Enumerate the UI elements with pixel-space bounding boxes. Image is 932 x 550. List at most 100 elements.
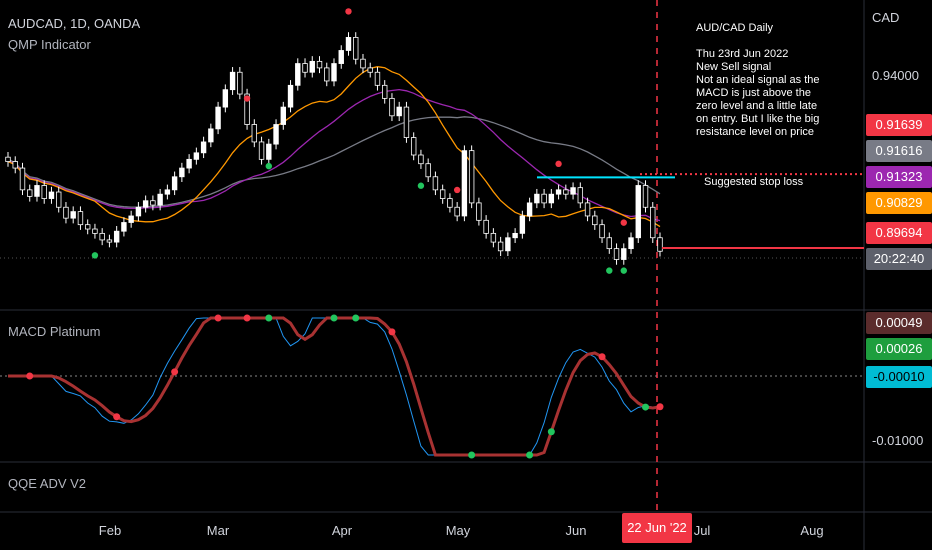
candle-body <box>534 193 540 204</box>
candle-body <box>353 37 359 60</box>
price-tag-red: 0.91639 <box>866 114 932 136</box>
candle-body <box>447 198 453 208</box>
candle-body <box>142 200 149 208</box>
candle-body <box>41 185 47 199</box>
candle-body <box>258 141 265 160</box>
candle-body <box>229 71 236 91</box>
candle-body <box>237 71 243 95</box>
candle-body <box>164 189 171 195</box>
candle-body <box>657 237 663 252</box>
candle-body <box>251 124 258 143</box>
candle-body <box>613 248 620 260</box>
candle-body <box>635 185 641 239</box>
candle-body <box>12 161 18 169</box>
candle-body <box>135 206 142 217</box>
candle-body <box>150 200 156 206</box>
candle-body <box>526 202 533 217</box>
sell-signal-dot <box>555 160 562 168</box>
candle-body <box>208 128 214 143</box>
candle-body <box>606 237 612 250</box>
buy-signal-dot <box>417 182 425 189</box>
qqe-pane-title[interactable]: QQE ADV V2 <box>8 476 87 491</box>
candle-body <box>519 215 526 234</box>
macd-tag-2: 0.00026 <box>866 338 932 360</box>
candle-body <box>483 219 489 234</box>
candle-body <box>215 106 221 130</box>
candle-body <box>19 167 26 191</box>
candle-body <box>186 158 192 169</box>
candle-body <box>512 232 518 239</box>
candle-body <box>34 185 40 197</box>
macd-tag-3: -0.00010 <box>866 366 932 388</box>
candle-body <box>244 93 250 125</box>
stop-loss-label: Suggested stop loss <box>704 176 804 188</box>
candle-body <box>505 237 511 252</box>
candle-body <box>113 230 120 243</box>
candle-body <box>48 191 55 199</box>
candle-body <box>577 187 584 204</box>
candle-body <box>92 228 98 234</box>
sell-signal-dot <box>243 95 251 102</box>
candle-body <box>84 224 91 230</box>
candle-body <box>410 137 417 156</box>
candle-body <box>360 58 366 69</box>
candle-body <box>99 232 105 241</box>
annotation-note[interactable]: AUD/CAD Daily Thu 23rd Jun 2022 New Sell… <box>696 22 820 138</box>
candle-body <box>548 193 555 204</box>
candle-body <box>222 89 229 108</box>
buy-signal-dot <box>265 162 272 170</box>
ema-slow-line <box>7 116 661 208</box>
candle-body <box>63 206 69 219</box>
candle-body <box>563 189 569 195</box>
macd-cross-dot <box>214 314 222 322</box>
candle-body <box>287 84 294 108</box>
indicator-name[interactable]: QMP Indicator <box>8 37 91 52</box>
candle-body <box>200 141 207 154</box>
x-label-feb: Feb <box>98 523 122 538</box>
candle-body <box>309 60 315 73</box>
candle-body <box>461 150 468 217</box>
candle-body <box>367 67 373 73</box>
macd-signal-line <box>8 317 661 456</box>
candle-body <box>179 167 185 178</box>
candle-body <box>396 106 402 117</box>
candle-body <box>584 202 591 217</box>
candle-body <box>273 124 279 145</box>
candle-body <box>56 191 62 208</box>
macd-cross-dot <box>265 314 273 322</box>
macd-tag-1: 0.00049 <box>866 312 932 334</box>
price-tag-orange: 0.90829 <box>866 192 932 214</box>
candle-body <box>338 50 344 64</box>
buy-signal-dot <box>620 267 627 274</box>
candle-body <box>171 176 178 191</box>
macd-cross-dot <box>468 451 476 459</box>
candle-body <box>295 63 301 86</box>
candle-body <box>324 67 330 82</box>
macd-cross-dot <box>526 451 534 459</box>
sell-signal-dot <box>345 8 352 15</box>
sell-signal-dot <box>453 186 461 194</box>
macd-cross-dot <box>642 403 650 411</box>
candle-body <box>490 232 497 243</box>
currency-label: CAD <box>872 10 900 25</box>
candle-body <box>77 211 84 226</box>
price-tag-grey: 0.91616 <box>866 140 932 162</box>
macd-cross-dot <box>330 314 338 322</box>
macd-cross-dot <box>352 314 360 322</box>
countdown-tag: 20:22:40 <box>866 248 932 270</box>
cursor-date-tag: 22 Jun '22 <box>622 513 692 543</box>
candle-body <box>570 187 576 195</box>
candle-body <box>628 237 634 250</box>
ema-mid-line <box>7 88 661 222</box>
candle-body <box>70 211 76 219</box>
candle-body <box>650 206 656 239</box>
x-label-jul: Jul <box>693 523 711 538</box>
candle-body <box>497 241 504 252</box>
candle-body <box>432 176 439 191</box>
macd-cross-dot <box>547 428 555 436</box>
candle-body <box>121 222 127 232</box>
candle-body <box>599 224 605 239</box>
macd-pane-title[interactable]: MACD Platinum <box>8 324 101 339</box>
sell-signal-dot <box>620 219 627 226</box>
